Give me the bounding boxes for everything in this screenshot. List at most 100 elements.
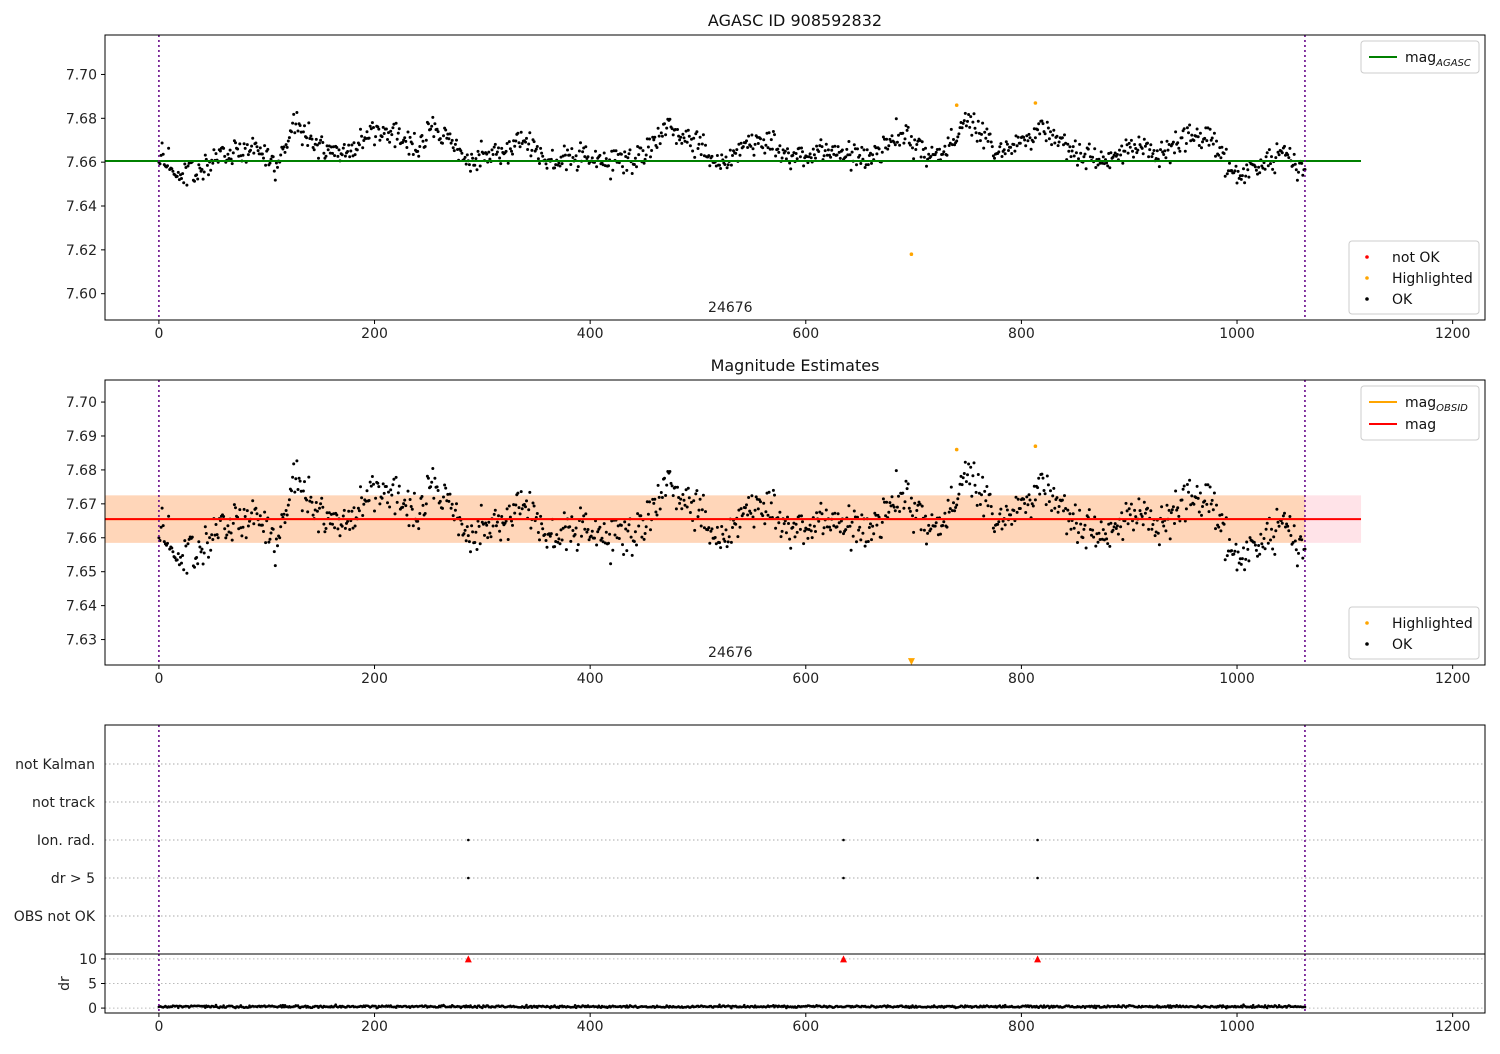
panel2-ok-point [162, 540, 166, 544]
panel2-ok-point [331, 522, 334, 526]
panel2-ok-point [382, 491, 386, 495]
panel2-ok-point [507, 504, 511, 508]
panel2-ok-point [353, 524, 357, 528]
panel2-ok-point [961, 476, 965, 480]
panel1-ok-point [858, 153, 862, 157]
panel1-ok-point [473, 163, 477, 167]
panel1-ok-point [520, 142, 524, 145]
panel2-ok-point [429, 485, 433, 489]
panel1-ok-point [1254, 168, 1258, 172]
panel2-ok-point [586, 528, 590, 531]
panel1-ok-point [200, 168, 204, 171]
panel2-ok-point [608, 532, 612, 536]
panel2-ok-point [756, 507, 760, 511]
panel1-ok-point [771, 130, 775, 133]
panel1-ok-point [243, 146, 247, 150]
panel2-ok-point [1289, 534, 1293, 537]
panel2-ok-point [1219, 529, 1223, 533]
panel1-ok-point [646, 145, 650, 149]
panel2-ok-point [761, 514, 765, 518]
panel2-ok-point [1045, 474, 1049, 478]
panel1-ok-point [1033, 136, 1037, 140]
panel2-ok-point [1211, 508, 1215, 512]
panel2-ok-point [656, 483, 660, 487]
panel2-ok-point [438, 499, 442, 503]
panel2-ok-point [1176, 506, 1180, 510]
panel2-ok-point [643, 532, 647, 535]
panel1-ok-point [417, 154, 421, 158]
panel2-ok-point [587, 538, 591, 542]
panel1-ok-point [370, 121, 374, 125]
panel1-ok-point [1245, 163, 1249, 167]
panel2-ok-point [279, 525, 283, 529]
panel1-ok-point [195, 173, 199, 177]
panel2-ok-point [1082, 527, 1086, 531]
panel1-ok-point [1060, 136, 1064, 140]
panel1-ok-point [242, 142, 246, 146]
panel1-ok-point [312, 148, 316, 152]
panel1-ok-point [498, 156, 502, 160]
panel1-ok-point [817, 150, 821, 153]
panel1-ok-point [943, 144, 947, 148]
panel2-ok-point [378, 502, 382, 506]
panel2-ok-point [274, 537, 278, 541]
panel1-ok-point [679, 135, 683, 139]
panel2-ok-point [818, 510, 822, 514]
panel2-ok-point [1121, 538, 1125, 541]
panel2-obsid-annotation: 24676 [708, 645, 753, 661]
panel4-dr-point [1093, 1004, 1096, 1008]
panel2-ok-point [927, 523, 931, 527]
panel2-ok-point [763, 522, 767, 526]
panel1-ok-point [282, 145, 286, 149]
panel1-ok-point [668, 117, 672, 121]
panel2-ok-point [179, 555, 182, 559]
panel2-ok-point [1256, 554, 1259, 558]
panel1-ok-point [299, 130, 303, 134]
panel2-ok-point [993, 530, 996, 534]
panel1-ok-point [319, 138, 323, 142]
panel1-ok-point [855, 163, 858, 167]
panel1-ok-point [341, 146, 345, 150]
panel2-ok-point [231, 521, 235, 525]
panel2-ok-point [584, 512, 588, 516]
panel2-ok-point [402, 502, 406, 506]
panel1-ok-point [538, 162, 541, 165]
panel2-ok-point [719, 546, 723, 550]
panel1-ok-point [1052, 128, 1056, 132]
panel1-ok-point [835, 153, 839, 157]
panel2-ok-point [303, 480, 306, 484]
panel1-ok-point [635, 165, 638, 169]
panel1-ok-point [859, 162, 863, 165]
panel2-ok-point [1161, 520, 1165, 524]
panel2-ok-point [508, 515, 512, 519]
panel1-ok-point [759, 137, 762, 141]
panel1-ok-point [1192, 139, 1196, 142]
panel2-ok-point [223, 527, 227, 531]
panel2-ok-point [808, 523, 812, 527]
panel2-ok-point [1072, 526, 1076, 530]
panel2-ok-point [1258, 552, 1262, 556]
panel2-ok-point [1009, 513, 1013, 517]
panel1-ok-point [463, 155, 467, 159]
panel2-ok-point [1226, 549, 1230, 553]
panel2-ok-point [822, 526, 826, 530]
panel1-ok-point [680, 141, 684, 145]
panel1-ok-point [249, 148, 252, 152]
panel1-ok-point [929, 155, 933, 158]
panel1-ok-point [1220, 145, 1224, 149]
panel1-ok-point [1210, 136, 1214, 140]
panel1-ok-point [1056, 144, 1060, 148]
panel2-ok-point [713, 536, 717, 539]
panel2-ok-point [395, 500, 399, 504]
panel1-ok-point [809, 156, 813, 160]
panel1-ok-point [1024, 144, 1028, 148]
panel2-ok-point [820, 512, 824, 516]
panel1-ok-point [495, 150, 499, 154]
panel1-ok-point [346, 150, 350, 153]
panel1-legend-subscript: AGASC [1435, 58, 1471, 69]
panel2-ok-point [368, 480, 372, 484]
panel2-ok-point [977, 491, 981, 495]
panel2-ok-point [403, 498, 407, 502]
panel1-ok-point [972, 112, 976, 116]
panel1-ok-point [1132, 155, 1135, 159]
